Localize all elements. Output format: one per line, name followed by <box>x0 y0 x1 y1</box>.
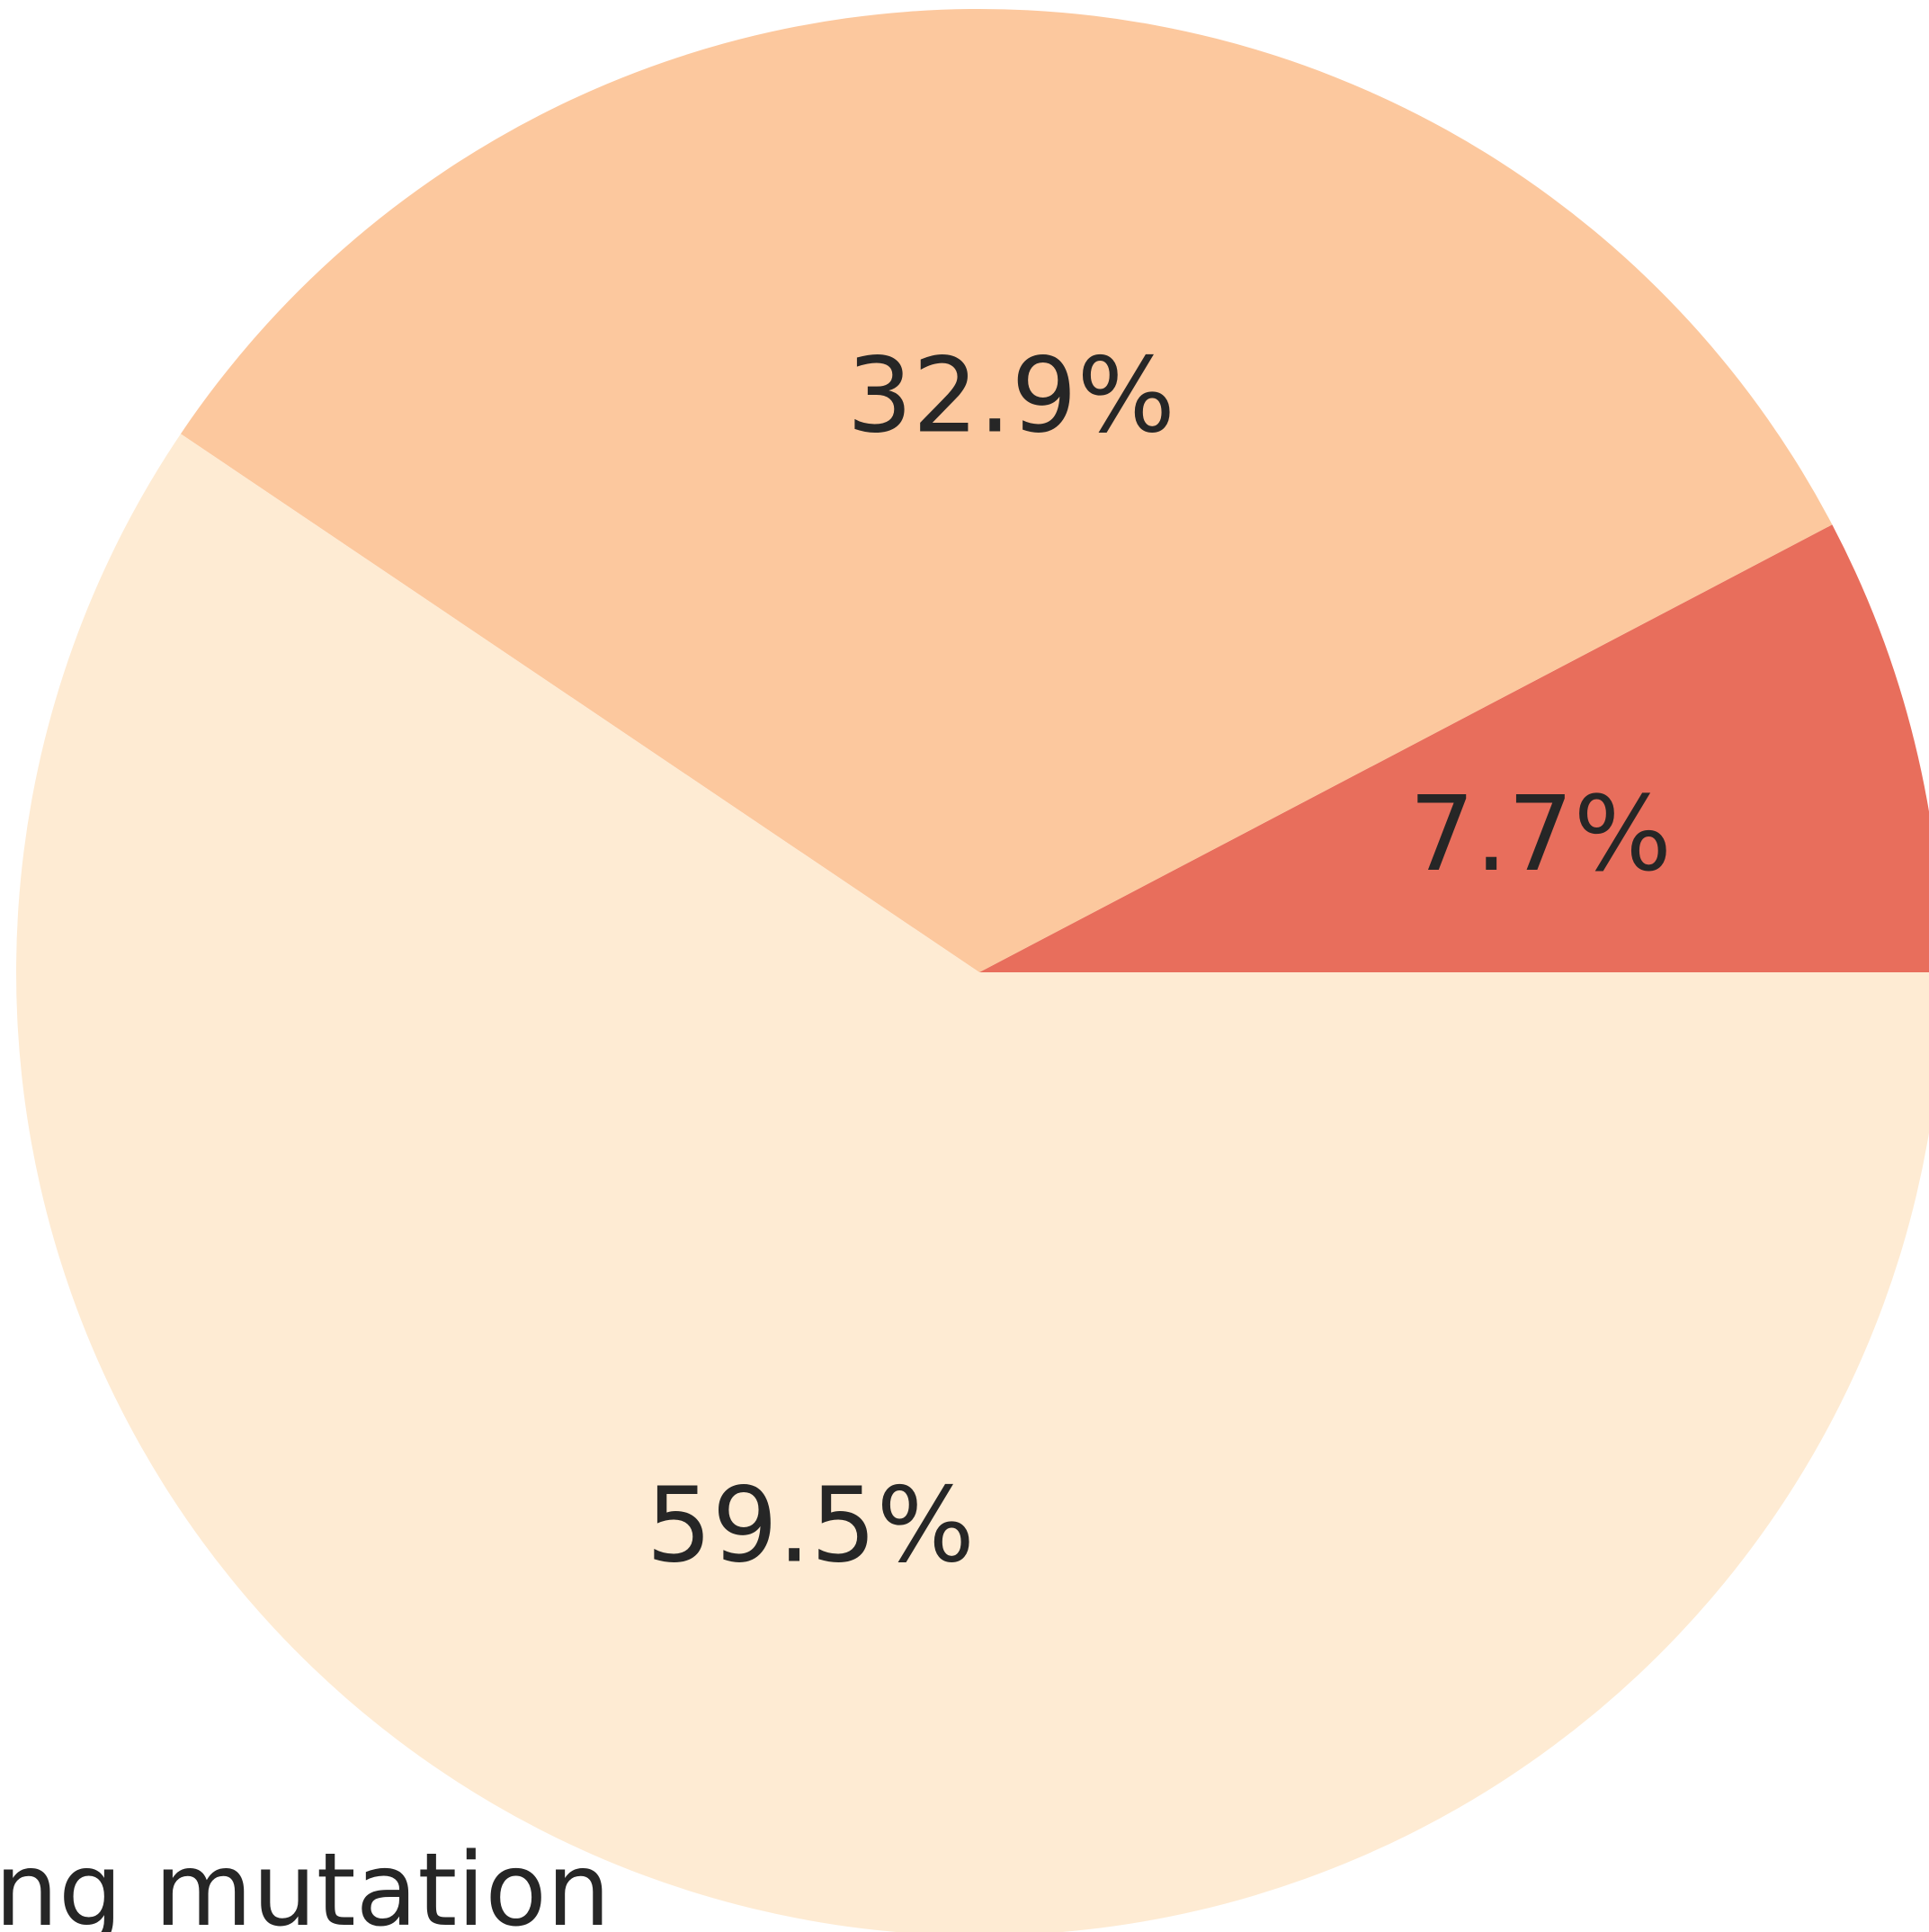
slice-label: 7.7% <box>1409 774 1672 895</box>
pie-slice <box>979 524 1929 972</box>
slice-label: 59.5% <box>647 1466 975 1587</box>
pie-slice <box>16 434 1929 1932</box>
slice-label: 32.9% <box>847 335 1175 456</box>
pie <box>16 9 1929 1932</box>
pie-slice <box>180 9 1833 973</box>
annotation: ng mutation <box>0 1832 611 1932</box>
